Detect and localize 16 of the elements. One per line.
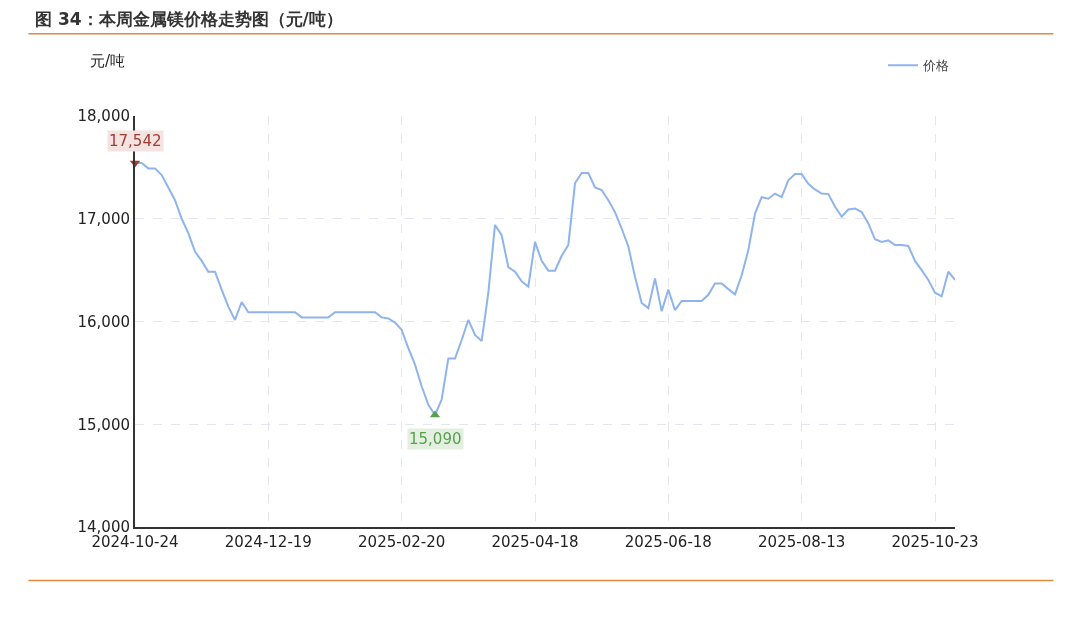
x-tick-label: 2025-02-20 xyxy=(358,533,446,551)
x-tick-label: 2025-06-18 xyxy=(624,533,712,551)
y-tick-label: 16,000 xyxy=(77,312,130,331)
x-tick-label: 2025-04-18 xyxy=(491,533,579,551)
data-label: 17,542 xyxy=(109,132,162,150)
x-tick-label: 2024-12-19 xyxy=(224,533,312,551)
data-label: 15,090 xyxy=(409,430,462,448)
x-tick-label: 2025-10-23 xyxy=(891,533,979,551)
chart-title: 图 34：本周金属镁价格走势图（元/吨） xyxy=(35,9,343,29)
y-tick-label: 15,000 xyxy=(77,415,130,434)
y-axis-title: 元/吨 xyxy=(90,52,126,70)
y-tick-label: 17,000 xyxy=(77,210,130,228)
y-tick-label: 18,000 xyxy=(77,107,130,126)
x-tick-label: 2025-08-13 xyxy=(758,533,846,551)
legend-label: 价格 xyxy=(922,58,949,74)
x-tick-label: 2024-10-24 xyxy=(91,533,179,551)
